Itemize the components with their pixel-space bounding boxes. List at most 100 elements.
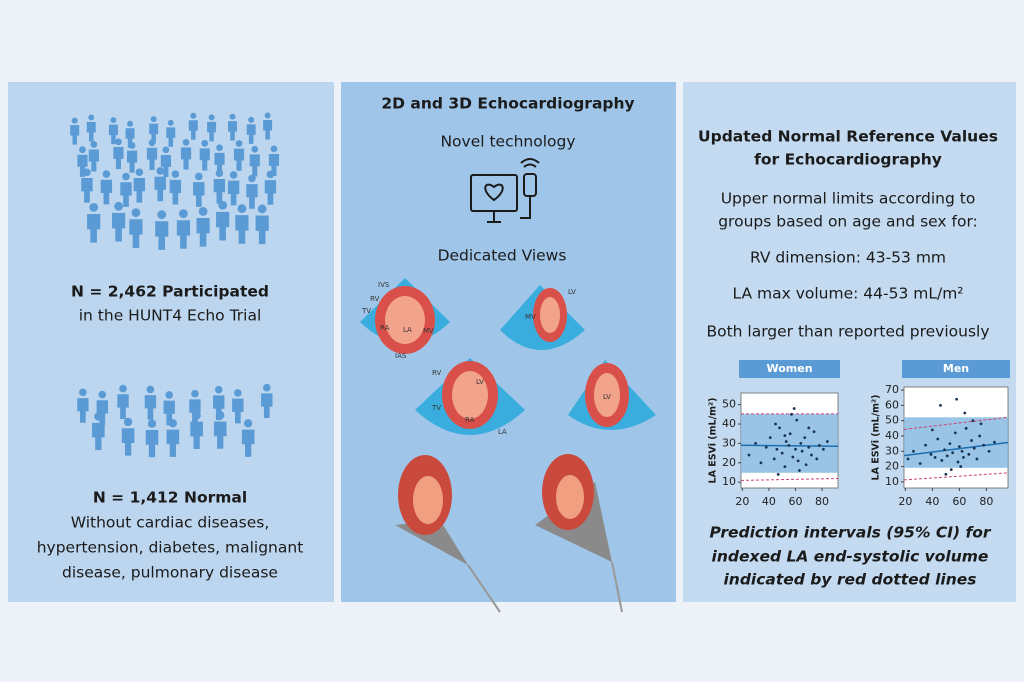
person-body [144, 395, 157, 420]
view-label: TV [361, 307, 371, 315]
person-head [165, 391, 174, 399]
person-head [131, 208, 141, 218]
person-body [70, 125, 80, 145]
data-point [778, 426, 781, 430]
person-body [155, 221, 169, 250]
caption: indicated by red dotted lines [723, 571, 976, 589]
x-tick-label: 20 [898, 495, 912, 508]
echo-icon [470, 158, 540, 223]
person-head [262, 383, 271, 392]
person-head [215, 169, 224, 178]
person-body [145, 429, 159, 458]
view-label: LA [403, 326, 412, 334]
data-point [787, 443, 791, 447]
right-text: LA max volume: 44-53 mL/m² [732, 285, 963, 303]
person-body [263, 120, 273, 140]
person-body [126, 150, 138, 173]
x-tick-label: 80 [815, 495, 829, 508]
person-body [176, 220, 191, 249]
normal-text: hypertension, diabetes, malignant [37, 539, 304, 557]
data-point [940, 459, 944, 462]
person-body [213, 421, 227, 449]
y-tick-label: 10 [722, 475, 736, 488]
data-point [930, 428, 934, 432]
person-body [249, 154, 260, 177]
data-point [979, 422, 983, 426]
data-point [929, 452, 933, 456]
x-tick-label: 60 [952, 495, 966, 508]
person-head [201, 139, 209, 147]
person-head [123, 417, 133, 427]
data-point [960, 449, 964, 453]
person-head [147, 419, 157, 428]
person-body [149, 123, 159, 144]
facet-header [902, 360, 1010, 378]
data-point [918, 462, 922, 465]
data-point [962, 455, 965, 459]
person-head [156, 167, 165, 175]
data-point [800, 449, 804, 453]
person-body [227, 180, 240, 206]
data-point [948, 442, 952, 446]
person-head [127, 120, 134, 127]
data-point [764, 445, 768, 449]
data-point [792, 407, 796, 410]
caption: indexed LA end-systolic volume [712, 548, 989, 566]
y-tick-label: 40 [885, 429, 899, 442]
person-body [180, 147, 192, 170]
person-head [216, 411, 225, 420]
data-point [768, 436, 772, 439]
person-body [190, 421, 203, 449]
prediction-line [903, 472, 1009, 481]
person-body [193, 182, 205, 207]
person-head [94, 412, 103, 421]
caption: Prediction intervals (95% CI) for [709, 524, 991, 542]
data-point [924, 443, 928, 447]
data-point [776, 473, 780, 476]
person-body [121, 428, 135, 456]
person-head [162, 146, 170, 154]
y-axis-label: LA ESVi (mL/m²) [708, 398, 719, 484]
data-point [788, 432, 792, 436]
data-point [794, 447, 797, 451]
person-head [168, 419, 178, 428]
right-text: groups based on age and sex for: [718, 213, 978, 231]
person-body [146, 147, 158, 171]
facet-header [739, 360, 840, 378]
view-label: LA [498, 428, 507, 436]
data-point [912, 449, 915, 453]
crowd-icons [70, 112, 280, 250]
person-head [90, 141, 98, 148]
person-body [264, 180, 277, 205]
facet-title: Men [943, 362, 969, 375]
data-point [815, 457, 819, 461]
person-body [166, 429, 180, 457]
data-point [975, 457, 979, 461]
data-point [825, 440, 829, 443]
person-body [112, 212, 126, 242]
person-body [113, 146, 124, 170]
data-point [772, 457, 776, 461]
person-body [232, 398, 244, 424]
person-head [110, 117, 117, 124]
fit-line [903, 441, 1009, 457]
person-body [169, 179, 182, 205]
person-head [191, 389, 199, 398]
person-head [148, 139, 156, 147]
data-point [759, 461, 763, 465]
data-point [784, 440, 788, 443]
person-head [270, 145, 278, 153]
right-text: Both larger than reported previously [706, 323, 989, 341]
data-point [970, 439, 973, 442]
person-head [192, 411, 201, 420]
data-point [955, 397, 959, 401]
person-head [79, 146, 86, 154]
person-head [264, 112, 271, 119]
person-body [129, 219, 143, 248]
data-point [810, 453, 813, 457]
data-point [959, 465, 963, 468]
person-head [243, 419, 253, 428]
right-panel [683, 82, 1016, 602]
person-body [96, 400, 109, 425]
data-point [945, 454, 949, 458]
